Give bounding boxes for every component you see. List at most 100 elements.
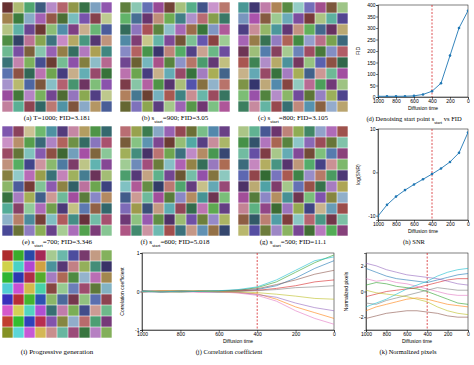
image-tile — [249, 148, 259, 158]
image-tile — [24, 35, 34, 45]
image-tile — [2, 159, 12, 169]
x-tick-label: 0 — [467, 331, 470, 337]
image-tile — [142, 68, 152, 78]
image-tile — [101, 192, 111, 202]
image-tile — [13, 272, 23, 282]
caption-text: (k) Normalized pixels — [379, 348, 437, 356]
x-tick-label: 800 — [383, 331, 392, 337]
image-tile — [175, 137, 185, 147]
y-tick: 400 — [367, 2, 378, 8]
image-tile — [46, 137, 56, 147]
image-tile — [79, 2, 89, 12]
image-tile — [13, 2, 23, 12]
image-tile — [337, 148, 347, 158]
image-tile — [131, 181, 141, 191]
image-tile — [208, 203, 218, 213]
image-tile — [315, 192, 325, 202]
image-tile — [208, 35, 218, 45]
image-tile — [35, 261, 45, 271]
image-tile — [249, 170, 259, 180]
image-tile — [79, 13, 89, 23]
image-tile — [101, 137, 111, 147]
image-tile — [79, 137, 89, 147]
image-tile — [208, 24, 218, 34]
y-tick-label: -1 — [135, 327, 140, 333]
image-tile — [2, 203, 12, 213]
image-tile — [304, 24, 314, 34]
image-tile — [282, 203, 292, 213]
caption-text: (c) s — [258, 114, 271, 122]
image-tile — [326, 68, 336, 78]
x-tick-label: 800 — [177, 331, 186, 337]
x-axis: 10008006004002000 — [361, 330, 470, 337]
image-tile — [175, 68, 185, 78]
image-tile — [101, 327, 111, 337]
image-tile — [120, 90, 130, 100]
image-tile — [186, 68, 196, 78]
y-axis-line — [364, 254, 367, 331]
image-panel: (i) Progressive generation — [2, 250, 111, 356]
image-tile — [260, 101, 270, 111]
y-tick-mark — [376, 129, 378, 130]
image-tile — [153, 126, 163, 136]
image-tile — [219, 203, 229, 213]
x-tick-label: 200 — [446, 98, 455, 104]
image-tile — [249, 159, 259, 169]
image-tile — [101, 214, 111, 224]
image-tile — [153, 2, 163, 12]
y-tick-label: 0 — [373, 94, 376, 100]
image-tile — [57, 305, 67, 315]
x-tick-label: 600 — [410, 98, 419, 104]
series-marker — [404, 189, 407, 192]
plot-area — [366, 253, 468, 330]
image-tile — [271, 2, 281, 12]
image-tile — [175, 159, 185, 169]
image-tile — [315, 24, 325, 34]
image-tile — [186, 137, 196, 147]
image-tile — [315, 159, 325, 169]
image-tile — [79, 225, 89, 235]
image-tile — [46, 126, 56, 136]
image-tile — [293, 170, 303, 180]
image-tile — [35, 24, 45, 34]
image-tile — [326, 159, 336, 169]
image-tile — [68, 294, 78, 304]
image-tile — [57, 90, 67, 100]
image-tile — [35, 214, 45, 224]
image-tile — [120, 214, 130, 224]
y-tick-label: 250 — [367, 37, 376, 43]
image-tile — [326, 126, 336, 136]
image-tile — [142, 225, 152, 235]
y-tick-label: -10 — [368, 213, 375, 219]
caption-text: =800; FID=3.105 — [279, 114, 329, 122]
image-tile — [13, 181, 23, 191]
y-tick-mark — [364, 266, 366, 267]
image-tile — [197, 192, 207, 202]
image-tile — [68, 46, 78, 56]
y-tick-mark — [376, 17, 378, 18]
image-tile — [90, 57, 100, 67]
series-line — [142, 257, 334, 292]
image-tile — [271, 46, 281, 56]
image-tile — [79, 272, 89, 282]
image-tile — [57, 261, 67, 271]
image-tile — [282, 68, 292, 78]
image-tile — [35, 57, 45, 67]
image-tile — [90, 294, 100, 304]
image-tile — [79, 203, 89, 213]
image-tile — [120, 13, 130, 23]
plot-frame — [378, 5, 468, 97]
image-tile — [249, 79, 259, 89]
image-tile — [153, 137, 163, 147]
image-tile — [315, 137, 325, 147]
image-tile — [79, 294, 89, 304]
image-tile — [131, 126, 141, 136]
image-tile — [68, 2, 78, 12]
image-tile — [315, 101, 325, 111]
image-tile — [46, 214, 56, 224]
image-tile — [208, 181, 218, 191]
image-tile — [164, 126, 174, 136]
image-tile — [219, 79, 229, 89]
image-tile — [79, 170, 89, 180]
image-tile — [315, 57, 325, 67]
